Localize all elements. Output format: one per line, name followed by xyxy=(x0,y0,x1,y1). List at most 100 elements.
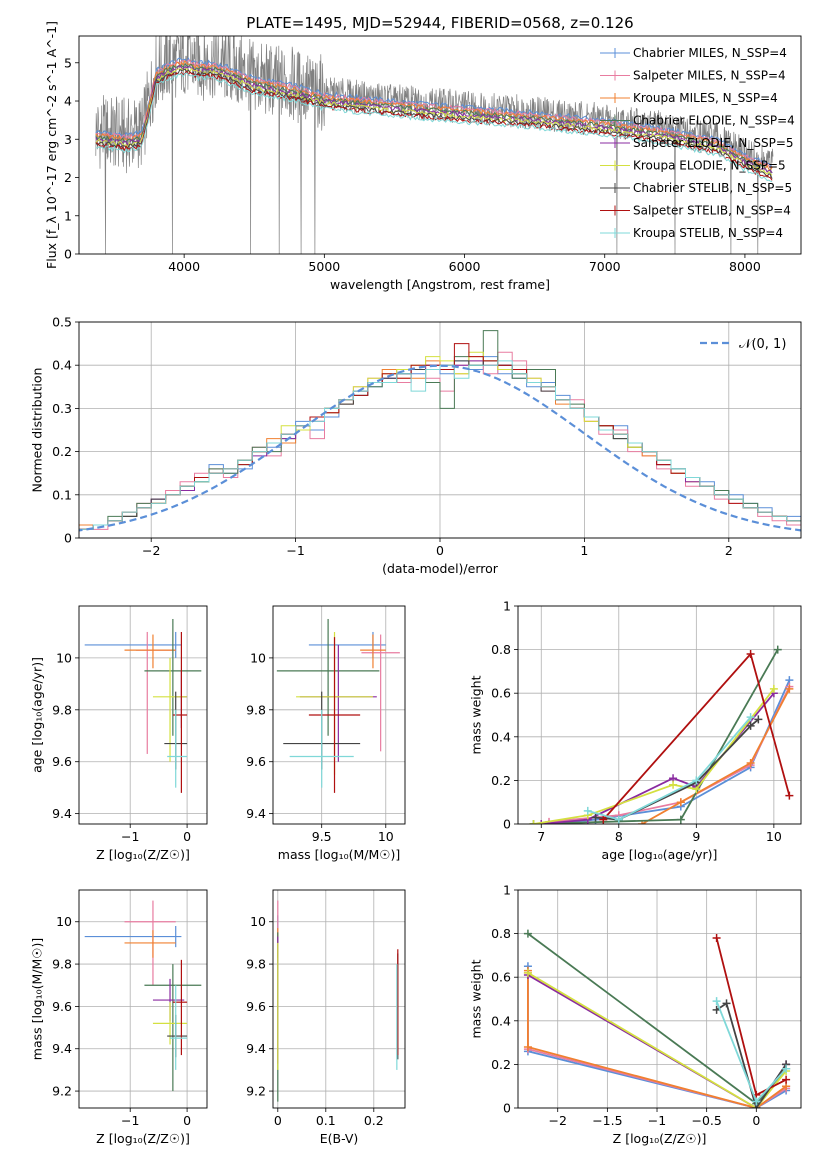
x-tick-label: 0 xyxy=(183,1113,191,1128)
y-tick-label: 1 xyxy=(64,208,72,223)
chart-title: PLATE=1495, MJD=52944, FIBERID=0568, z=0… xyxy=(246,14,633,32)
errorbar-point xyxy=(172,959,188,1056)
plus-marker xyxy=(746,758,755,767)
mass_vs_Z-panel: −1 0 9.2 9.4 9.6 9.8 10 Z [log₁₀(Z/Z☉)] mass [lo… xyxy=(29,889,208,1146)
y-axis-label: Normed distribution xyxy=(29,368,44,493)
weight_vs_age-plot-area xyxy=(529,645,794,824)
x-tick-label: −1.5 xyxy=(592,1113,622,1128)
model-line xyxy=(95,72,773,183)
plus-marker xyxy=(785,684,794,693)
plus-marker xyxy=(523,929,532,938)
age_vs_Z-plot-area xyxy=(84,618,202,793)
axes-frame xyxy=(78,605,208,825)
y-tick-label: 0.8 xyxy=(491,642,511,657)
axes-frame xyxy=(78,889,208,1109)
y-tick-label: 1 xyxy=(503,883,511,898)
weight_vs_Z-plot-area xyxy=(523,929,791,1108)
legend-entry: Chabrier ELODIE, N_SSP=4 xyxy=(633,114,795,128)
x-axis-label: age [log₁₀(age/yr)] xyxy=(602,847,718,862)
axes-frame xyxy=(517,889,802,1109)
legend-entry: Kroupa STELIB, N_SSP=4 xyxy=(633,226,783,240)
plus-marker xyxy=(676,815,685,824)
x-tick-label: 8000 xyxy=(729,259,761,274)
residuals-panel: −2 −1 0 1 2 0 0.1 0.2 0.3 0.4 0.5 (data-model)/erro… xyxy=(29,315,802,576)
y-axis-label: mass [log₁₀(M/M☉)] xyxy=(29,938,44,1060)
y-tick-label: 9.4 xyxy=(52,1041,72,1056)
age_vs_Z-panel: −1 0 9.4 9.6 9.8 10 Z [log₁₀(Z/Z☉)] age [log₁₀(… xyxy=(29,605,208,862)
x-tick-label: 7 xyxy=(537,829,545,844)
axes-frame xyxy=(78,321,802,539)
x-tick-label: 8 xyxy=(615,829,623,844)
x-tick-label: −2 xyxy=(142,543,160,558)
legend-entry: Kroupa ELODIE, N_SSP=5 xyxy=(633,159,786,173)
y-tick-label: 0.8 xyxy=(491,926,511,941)
plus-marker xyxy=(583,806,592,815)
y-tick-label: 0.6 xyxy=(491,970,511,985)
plus-marker xyxy=(676,798,685,807)
weight-line xyxy=(527,970,787,1108)
errorbar-point xyxy=(299,644,377,762)
x-tick-label: −1 xyxy=(121,1113,139,1128)
mass_vs_Z-plot-area xyxy=(84,900,202,1092)
axes-frame xyxy=(78,35,802,255)
plus-marker xyxy=(669,780,678,789)
x-tick-label: 0 xyxy=(274,1113,282,1128)
age_vs_mass-panel: 9.5 10 9.4 9.6 9.8 10 mass [log₁₀(M/M☉)] xyxy=(246,605,406,862)
residuals-plot-area xyxy=(79,330,801,535)
y-tick-label: 9.6 xyxy=(246,999,266,1014)
y-axis-label: mass weight xyxy=(468,959,483,1038)
legend-entry: Chabrier STELIB, N_SSP=5 xyxy=(633,181,792,195)
x-tick-label: 0.2 xyxy=(364,1113,384,1128)
errorbar-point xyxy=(144,618,202,736)
y-tick-label: 0 xyxy=(64,247,72,262)
errorbar-point xyxy=(308,631,386,658)
y-tick-label: 0.2 xyxy=(491,773,511,788)
y-tick-label: 9.4 xyxy=(52,806,72,821)
x-axis-label: (data-model)/error xyxy=(382,561,499,576)
y-tick-label: 0.4 xyxy=(491,729,511,744)
plus-marker xyxy=(523,968,532,977)
plus-marker xyxy=(773,645,782,654)
y-tick-label: 0 xyxy=(503,1101,511,1116)
weight_vs_Z-panel: −2 −1.5 −1 −0.5 0 0 0.2 0.4 0.6 0.8 1 Z [log₁₀(Z/Z☉… xyxy=(468,883,802,1146)
plus-marker xyxy=(769,684,778,693)
plus-marker xyxy=(754,715,763,724)
y-tick-label: 9.8 xyxy=(52,702,72,717)
errorbar-point xyxy=(144,964,202,1092)
x-axis-label: Z [log₁₀(Z/Z☉)] xyxy=(613,1131,707,1146)
errorbar-point xyxy=(308,637,361,793)
y-tick-label: 5 xyxy=(64,55,72,70)
weight-line xyxy=(715,1000,787,1104)
plus-marker xyxy=(712,997,721,1006)
x-tick-label: 4000 xyxy=(168,259,200,274)
x-tick-label: 10 xyxy=(766,829,782,844)
errorbar-point xyxy=(172,631,188,793)
y-tick-label: 3 xyxy=(64,132,72,147)
y-axis-label: age [log₁₀(age/yr)] xyxy=(29,657,44,773)
y-tick-label: 9.4 xyxy=(246,1041,266,1056)
plus-marker xyxy=(537,820,546,824)
legend-entry: Kroupa MILES, N_SSP=4 xyxy=(633,91,778,105)
x-tick-label: 6000 xyxy=(449,259,481,274)
errorbar-point xyxy=(124,634,176,669)
y-tick-label: 9.6 xyxy=(52,754,72,769)
errorbar-point xyxy=(289,709,354,788)
y-tick-label: 9.6 xyxy=(52,999,72,1014)
y-tick-label: 0.5 xyxy=(52,315,72,330)
legend-entry: 𝒩(0, 1) xyxy=(739,337,786,352)
y-tick-label: 10 xyxy=(56,650,72,665)
plus-marker xyxy=(752,1097,761,1106)
errorbar-point xyxy=(276,618,380,736)
y-tick-label: 2 xyxy=(64,170,72,185)
errorbar-point xyxy=(361,634,400,752)
errorbar-point xyxy=(84,925,182,948)
x-tick-label: −0.5 xyxy=(691,1113,721,1128)
x-tick-label: −1 xyxy=(121,829,139,844)
y-tick-label: 0 xyxy=(503,817,511,832)
errorbar-point xyxy=(167,709,188,788)
y-tick-label: 9.2 xyxy=(246,1084,266,1099)
y-tick-label: 10 xyxy=(250,914,266,929)
axes-frame xyxy=(517,605,802,825)
plus-marker xyxy=(692,776,701,785)
